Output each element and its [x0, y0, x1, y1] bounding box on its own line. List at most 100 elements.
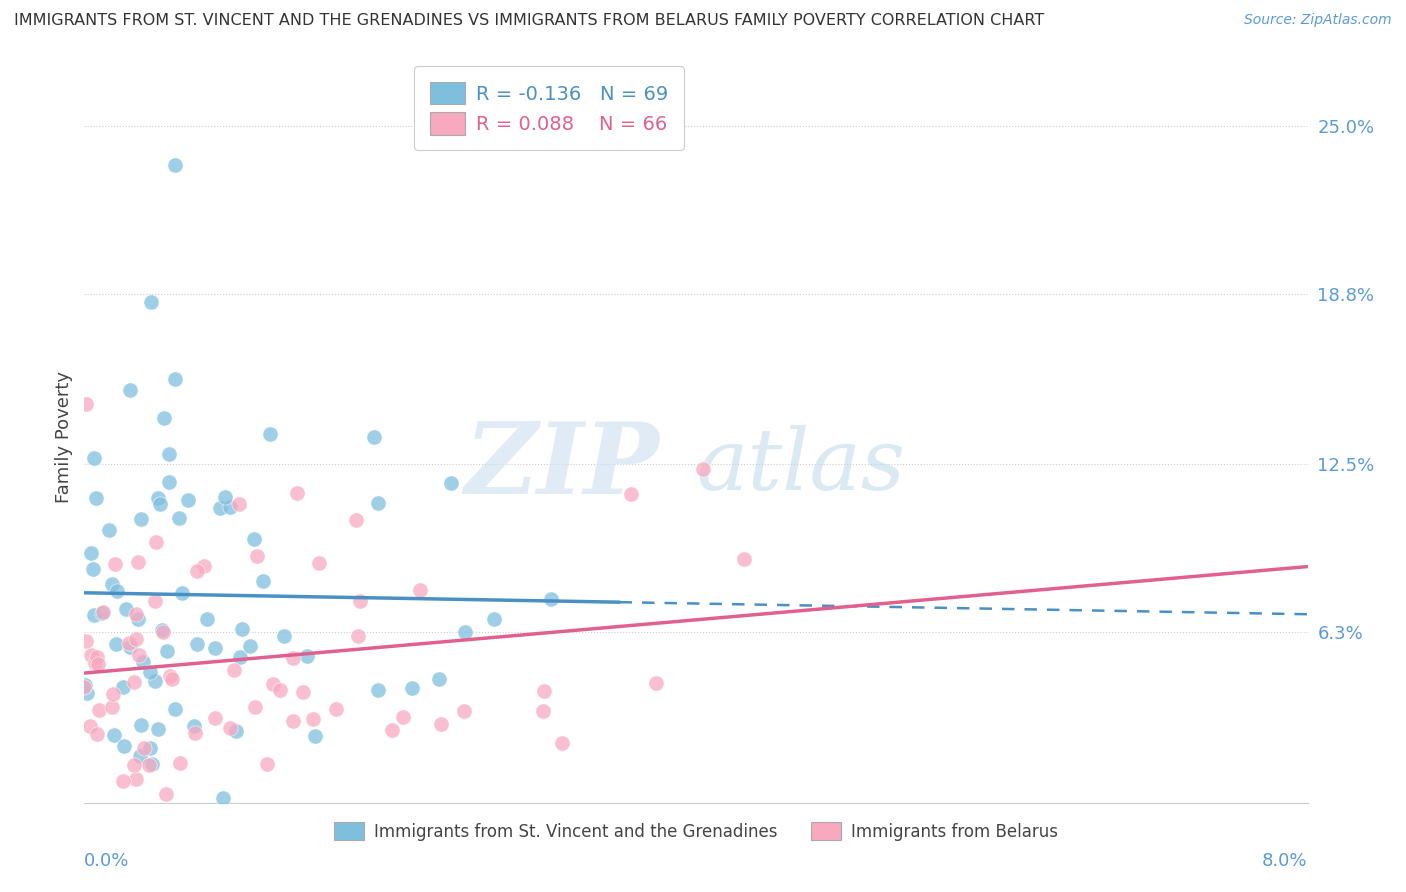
Point: [165, 372, 187, 386]
Point: [269, 682, 291, 697]
Point: [308, 556, 330, 570]
Point: [163, 158, 186, 172]
Point: [156, 643, 179, 657]
Point: [93, 605, 115, 619]
Point: [90, 606, 112, 620]
Text: IMMIGRANTS FROM ST. VINCENT AND THE GRENADINES VS IMMIGRANTS FROM BELARUS FAMILY: IMMIGRANTS FROM ST. VINCENT AND THE GREN…: [14, 13, 1045, 29]
Point: [325, 701, 347, 715]
Point: [103, 557, 125, 571]
Point: [132, 741, 155, 756]
Point: [644, 676, 666, 690]
Legend: Immigrants from St. Vincent and the Grenadines, Immigrants from Belarus: Immigrants from St. Vincent and the Gren…: [326, 814, 1066, 849]
Point: [259, 426, 281, 441]
Point: [262, 677, 284, 691]
Point: [427, 673, 450, 687]
Point: [453, 704, 475, 718]
Point: [141, 757, 163, 772]
Point: [243, 700, 266, 714]
Point: [219, 500, 242, 515]
Point: [118, 640, 141, 655]
Point: [183, 719, 205, 733]
Point: [125, 607, 148, 621]
Point: [169, 756, 191, 771]
Point: [157, 447, 180, 461]
Point: [100, 700, 122, 714]
Point: [83, 450, 105, 465]
Point: [163, 702, 186, 716]
Point: [127, 556, 149, 570]
Point: [246, 549, 269, 564]
Point: [125, 772, 148, 787]
Point: [125, 632, 148, 646]
Point: [105, 637, 128, 651]
Point: [214, 490, 236, 504]
Point: [239, 639, 262, 653]
Point: [101, 577, 124, 591]
Point: [152, 624, 174, 639]
Point: [80, 546, 103, 560]
Point: [86, 649, 108, 664]
Point: [620, 487, 643, 501]
Point: [122, 758, 145, 772]
Point: [540, 591, 562, 606]
Point: [225, 723, 247, 738]
Point: [304, 729, 326, 743]
Point: [186, 564, 208, 578]
Point: [381, 723, 404, 738]
Text: Source: ZipAtlas.com: Source: ZipAtlas.com: [1244, 13, 1392, 28]
Point: [127, 612, 149, 626]
Point: [82, 562, 104, 576]
Point: [159, 669, 181, 683]
Point: [484, 612, 506, 626]
Point: [83, 608, 105, 623]
Point: [228, 497, 250, 511]
Point: [75, 397, 97, 411]
Point: [120, 383, 142, 397]
Point: [177, 492, 200, 507]
Point: [222, 663, 245, 677]
Point: [132, 655, 155, 669]
Point: [145, 534, 167, 549]
Point: [363, 430, 385, 444]
Point: [219, 721, 242, 735]
Point: [141, 295, 163, 310]
Y-axis label: Family Poverty: Family Poverty: [55, 371, 73, 503]
Point: [76, 685, 98, 699]
Point: [155, 787, 177, 801]
Point: [80, 648, 103, 662]
Point: [150, 623, 173, 637]
Text: ZIP: ZIP: [464, 418, 659, 515]
Point: [430, 717, 453, 731]
Point: [152, 411, 174, 425]
Point: [367, 683, 389, 698]
Point: [184, 725, 207, 739]
Point: [105, 584, 128, 599]
Point: [97, 523, 120, 537]
Point: [87, 703, 110, 717]
Point: [84, 656, 107, 670]
Point: [243, 532, 266, 546]
Point: [111, 681, 134, 695]
Point: [204, 711, 226, 725]
Point: [170, 586, 193, 600]
Point: [160, 673, 183, 687]
Point: [291, 685, 314, 699]
Point: [157, 475, 180, 489]
Point: [208, 501, 231, 516]
Point: [103, 728, 125, 742]
Point: [129, 749, 152, 764]
Point: [212, 791, 235, 805]
Point: [204, 640, 226, 655]
Point: [283, 650, 305, 665]
Point: [138, 665, 160, 679]
Point: [531, 704, 554, 718]
Point: [551, 735, 574, 749]
Point: [533, 683, 555, 698]
Point: [87, 657, 110, 671]
Text: 8.0%: 8.0%: [1263, 852, 1308, 870]
Point: [86, 726, 108, 740]
Point: [302, 712, 325, 726]
Text: atlas: atlas: [696, 425, 905, 508]
Point: [283, 714, 305, 729]
Point: [75, 633, 97, 648]
